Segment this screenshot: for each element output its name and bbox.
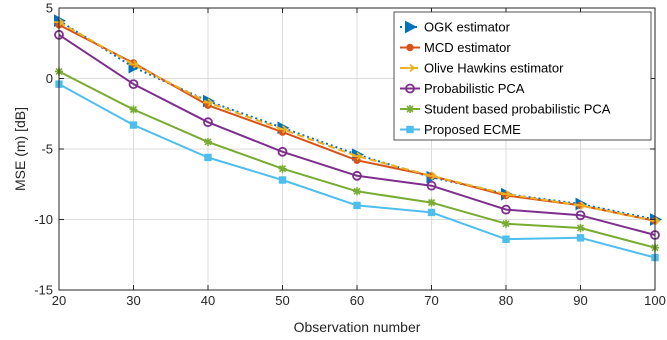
legend: OGK estimator MCD estimator Olive Hawkins … <box>393 11 652 141</box>
data-point <box>278 176 287 184</box>
data-point <box>129 105 138 114</box>
data-point <box>405 20 418 34</box>
legend-label: MCD estimator <box>424 40 511 55</box>
data-point <box>405 63 416 73</box>
data-point <box>502 219 510 228</box>
data-point <box>203 117 213 128</box>
data-point <box>204 137 212 146</box>
y-axis-label: MSE (m) [dB] <box>12 107 28 191</box>
data-point <box>576 223 585 232</box>
data-point <box>353 201 361 210</box>
data-point <box>575 201 586 210</box>
series-2 <box>54 17 661 226</box>
x-tick-label: 40 <box>201 293 215 308</box>
data-point <box>277 146 288 157</box>
x-tick-label: 20 <box>52 293 66 308</box>
x-tick-label: 90 <box>573 293 587 308</box>
data-point <box>427 208 436 217</box>
legend-label: Student based probabilistic PCA <box>424 102 611 117</box>
y-tick-label: -15 <box>34 283 53 298</box>
data-point <box>426 180 437 191</box>
data-point <box>427 198 436 207</box>
x-axis-label: Observation number <box>294 319 421 335</box>
legend-label: OGK estimator <box>424 20 511 35</box>
legend-box <box>393 11 652 141</box>
data-point <box>128 60 139 69</box>
series-line <box>58 21 656 222</box>
legend-entry: MCD estimator <box>400 40 511 55</box>
data-point <box>502 235 510 243</box>
legend-entry: Student based probabilistic PCA <box>400 102 611 117</box>
data-point <box>575 210 586 221</box>
legend-label: Probabilistic PCA <box>424 81 525 96</box>
legend-entry: Probabilistic PCA <box>400 81 525 96</box>
legend-entry: Proposed ECME <box>400 122 521 137</box>
data-point <box>278 164 287 173</box>
x-tick-label: 100 <box>644 293 666 308</box>
data-point <box>406 105 414 113</box>
legend-label: Proposed ECME <box>424 122 521 137</box>
data-point <box>352 151 363 161</box>
data-point <box>576 234 585 242</box>
series-line <box>58 19 656 221</box>
data-point <box>353 187 361 196</box>
legend-entry: OGK estimator <box>400 20 511 35</box>
data-point <box>203 98 214 107</box>
x-tick-label: 70 <box>424 293 438 308</box>
data-point <box>204 153 212 162</box>
x-tick-label: 80 <box>499 293 513 308</box>
data-point <box>406 43 414 52</box>
y-tick-label: 5 <box>46 1 53 16</box>
data-point <box>129 121 138 129</box>
x-tick-label: 60 <box>350 293 364 308</box>
data-point <box>405 83 415 94</box>
data-point <box>501 189 512 199</box>
y-tick-label: -10 <box>34 212 53 227</box>
data-point <box>277 125 288 134</box>
data-point <box>406 125 414 134</box>
x-tick-label: 30 <box>126 293 140 308</box>
y-tick-label: -5 <box>41 142 53 157</box>
tick-marks <box>58 7 656 291</box>
data-point <box>426 171 437 180</box>
data-point <box>352 170 362 181</box>
legend-label: Olive Hawkins estimator <box>424 61 564 76</box>
series-layer <box>54 14 663 262</box>
data-point <box>501 204 511 215</box>
y-tick-label: 0 <box>46 71 53 86</box>
legend-entry: Olive Hawkins estimator <box>400 61 564 76</box>
x-tick-label: 50 <box>275 293 289 308</box>
series-line <box>58 33 656 236</box>
data-point <box>128 79 139 90</box>
